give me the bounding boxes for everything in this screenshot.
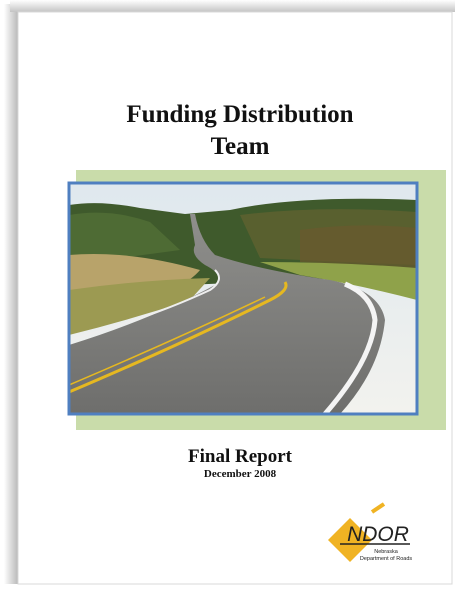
page-shadow-top [10,0,455,12]
logo-line: Department of Roads [360,556,413,562]
logo-line: Nebraska [374,549,398,555]
logo-name: NDOR [347,523,409,546]
subtitle: Final Report [188,446,293,467]
page-shadow-left [4,4,18,584]
title-line: Funding Distribution [126,101,353,128]
title-line: Team [211,133,270,160]
road-photo [67,181,419,416]
date: December 2008 [204,468,277,480]
ndor-logo: NDOR Nebraska Department of Roads [328,502,413,562]
